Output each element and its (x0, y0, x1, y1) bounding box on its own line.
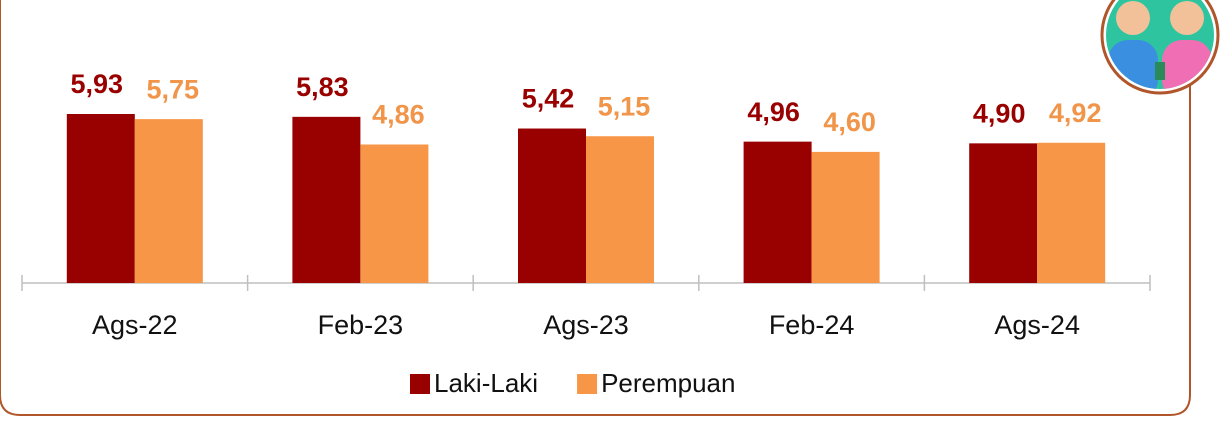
legend-label: Laki-Laki (434, 368, 538, 398)
bar (969, 143, 1037, 283)
value-label: 4,90 (973, 98, 1026, 128)
value-label: 4,96 (747, 97, 800, 127)
x-tick-label: Ags-22 (92, 310, 178, 340)
people-icon (1100, 0, 1220, 100)
x-tick-label: Feb-23 (318, 310, 404, 340)
bar (744, 142, 812, 283)
bar (586, 136, 654, 283)
bar (67, 114, 135, 283)
bar (812, 152, 880, 283)
value-label: 5,42 (522, 84, 575, 114)
value-label: 5,83 (296, 72, 349, 102)
x-tick-label: Ags-24 (994, 310, 1080, 340)
bar (292, 117, 360, 283)
bar (518, 129, 586, 283)
value-label: 5,15 (598, 91, 651, 121)
x-tick-label: Ags-23 (543, 310, 629, 340)
chart: Ags-22 5,93 5,75 Feb-23 5,83 4,86 Ags-23 5,42 5,… (0, 0, 1223, 421)
legend-swatch (410, 374, 430, 394)
bar (360, 144, 428, 283)
value-label: 5,75 (147, 74, 200, 104)
page: {"chart_data": {"type": "bar", "categori… (0, 0, 1223, 421)
value-label: 5,93 (71, 69, 124, 99)
bar (1037, 143, 1105, 283)
legend-label: Perempuan (601, 368, 735, 398)
value-label: 4,92 (1049, 98, 1102, 128)
legend-swatch (577, 374, 597, 394)
value-label: 4,86 (372, 100, 425, 130)
bar (135, 119, 203, 283)
x-tick-label: Feb-24 (769, 310, 855, 340)
value-label: 4,60 (823, 107, 876, 137)
